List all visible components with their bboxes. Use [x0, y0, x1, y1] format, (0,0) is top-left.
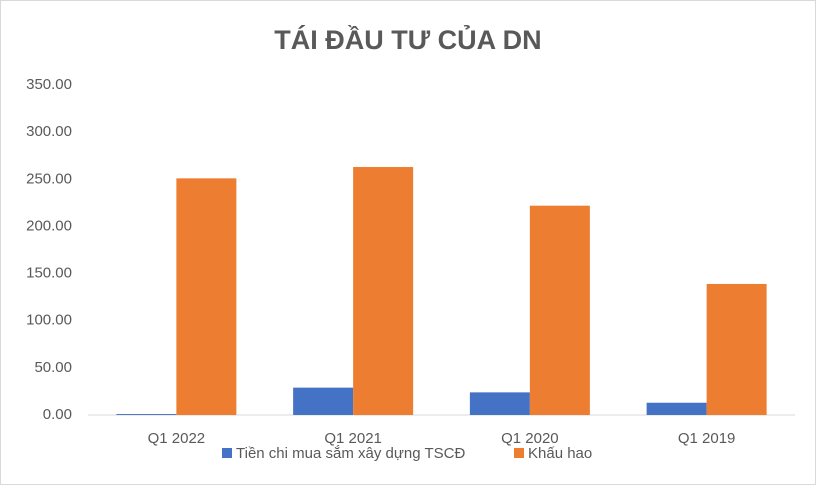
bar — [353, 167, 414, 415]
x-tick-label: Q1 2020 — [501, 430, 559, 447]
y-tick-label: 300.00 — [26, 123, 72, 140]
bar — [529, 205, 590, 415]
y-tick-label: 50.00 — [34, 359, 72, 376]
legend-swatch — [222, 448, 232, 458]
bar — [116, 414, 177, 415]
bar — [646, 402, 707, 415]
y-tick-label: 250.00 — [26, 170, 72, 187]
y-tick-label: 200.00 — [26, 217, 72, 234]
x-tick-label: Q1 2021 — [324, 430, 382, 447]
bar — [469, 392, 530, 415]
y-tick-label: 150.00 — [26, 265, 72, 282]
legend-swatch — [514, 448, 524, 458]
x-tick-label: Q1 2019 — [678, 430, 736, 447]
bar — [706, 283, 767, 415]
y-tick-label: 350.00 — [26, 76, 72, 93]
chart-title: TÁI ĐẦU TƯ CỦA DN — [274, 23, 541, 55]
legend-label: Khấu hao — [528, 445, 592, 462]
bar — [293, 387, 354, 415]
legend-label: Tiền chi mua sắm xây dựng TSCĐ — [236, 445, 465, 462]
x-tick-label: Q1 2022 — [148, 430, 206, 447]
bar — [176, 178, 237, 415]
y-tick-label: 100.00 — [26, 312, 72, 329]
y-tick-label: 0.00 — [43, 406, 72, 423]
